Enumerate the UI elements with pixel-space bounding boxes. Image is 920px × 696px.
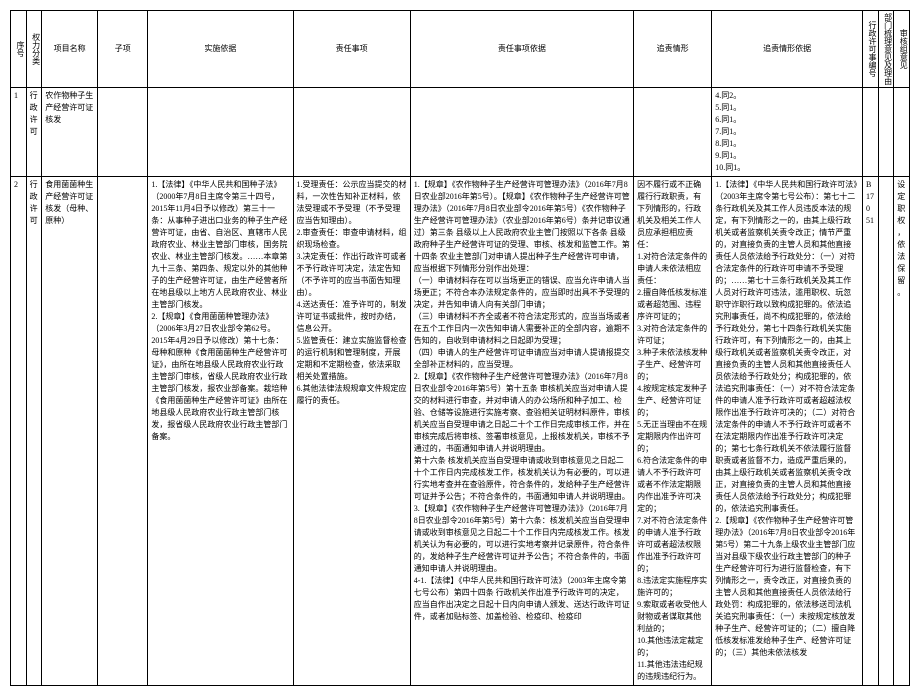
cell-name: 农作物种子生产经营许可证核发 xyxy=(42,88,98,177)
header-seq: 序号 xyxy=(11,11,27,88)
cell-dept xyxy=(878,88,894,177)
cell-permit: B170 51 xyxy=(863,177,879,686)
cell-cat: 行政许可 xyxy=(26,177,42,686)
cell-audit: 设定职权，依法保留。 xyxy=(894,177,910,686)
cell-casebasis: 4.同2。 5.同1。 6.同1。 7.同1。 8.同1。 9.同1。 10.同… xyxy=(712,88,863,177)
header-case: 追责情形 xyxy=(634,11,712,88)
table-row: 1 行政许可 农作物种子生产经营许可证核发 4.同2。 5.同1。 6.同1。 … xyxy=(11,88,910,177)
cell-name: 食用菌菌种生产经营许可证核发（母种、原种） xyxy=(42,177,98,686)
cell-case: 因不履行或不正确履行行政职责，有下列情形的，行政机关及相关工作人员应承担相应责任… xyxy=(634,177,712,686)
header-cat: 权力分类 xyxy=(26,11,42,88)
cell-sub xyxy=(98,177,148,686)
header-permit: 行政许可事编号 xyxy=(863,11,879,88)
cell-seq: 1 xyxy=(11,88,27,177)
header-respbasis: 责任事项依据 xyxy=(410,11,633,88)
cell-seq: 2 xyxy=(11,177,27,686)
header-resp: 责任事项 xyxy=(293,11,410,88)
table-row: 2 行政许可 食用菌菌种生产经营许可证核发（母种、原种） 1.【法律】《中华人民… xyxy=(11,177,910,686)
header-basis: 实施依据 xyxy=(148,11,293,88)
cell-casebasis: 1.【法律】《中华人民共和国行政许可法》（2003年主席令第七号公布）：第七十二… xyxy=(712,177,863,686)
header-dept: 部门梳理意见及理由 xyxy=(878,11,894,88)
cell-resp: 1.受理责任：公示应当提交的材料，一次性告知补正材料，依法受理或不予受理（不予受… xyxy=(293,177,410,686)
cell-permit xyxy=(863,88,879,177)
cell-case xyxy=(634,88,712,177)
header-row: 序号 权力分类 项目名称 子项 实施依据 责任事项 责任事项依据 追责情形 追责… xyxy=(11,11,910,88)
cell-cat: 行政许可 xyxy=(26,88,42,177)
cell-respbasis: 1.【规章】《农作物种子生产经营许可管理办法》（2016年7月8日农业部2016… xyxy=(410,177,633,686)
cell-dept xyxy=(878,177,894,686)
regulation-table: 序号 权力分类 项目名称 子项 实施依据 责任事项 责任事项依据 追责情形 追责… xyxy=(10,10,910,686)
header-audit: 审核组意见 xyxy=(894,11,910,88)
cell-audit xyxy=(894,88,910,177)
header-sub: 子项 xyxy=(98,11,148,88)
header-casebasis: 追责情形依据 xyxy=(712,11,863,88)
cell-basis xyxy=(148,88,293,177)
cell-basis: 1.【法律】《中华人民共和国种子法》（2000年7月8日主席令第三十四号，201… xyxy=(148,177,293,686)
cell-resp xyxy=(293,88,410,177)
header-name: 项目名称 xyxy=(42,11,98,88)
cell-respbasis xyxy=(410,88,633,177)
cell-sub xyxy=(98,88,148,177)
